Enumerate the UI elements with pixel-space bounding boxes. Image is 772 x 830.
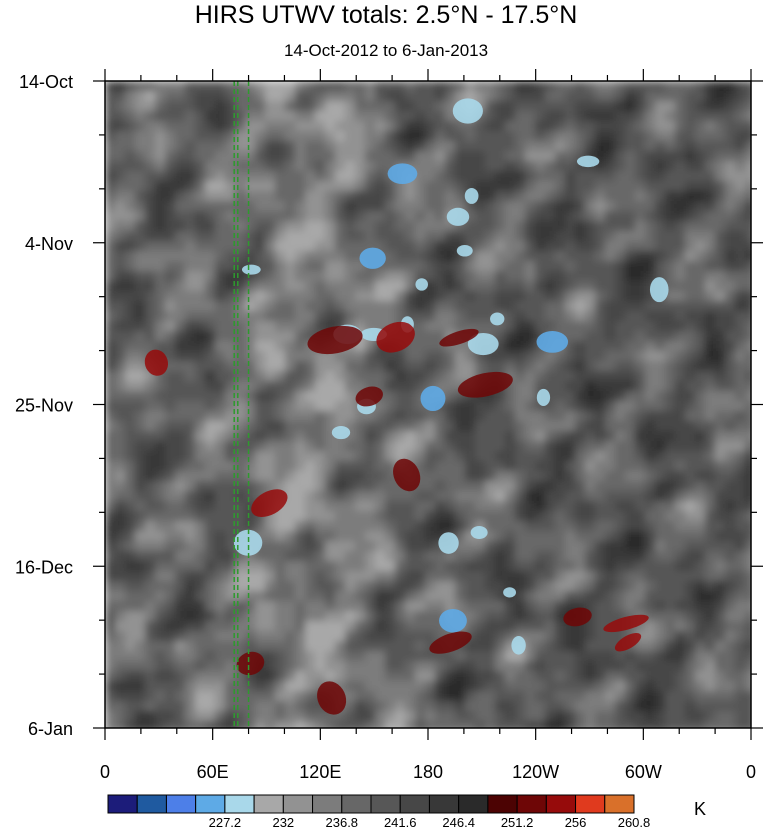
colorbar-labels: 227.2 232 236.8 241.6 246.4 251.2 256 260.8 <box>209 815 651 830</box>
colorbar-swatch <box>107 794 138 814</box>
y-tick-label: 16-Dec <box>15 557 73 577</box>
colorbar <box>107 794 635 814</box>
colorbar-swatch <box>516 794 547 814</box>
colorbar-label: 260.8 <box>618 815 651 830</box>
y-tick-label: 14-Oct <box>19 72 73 92</box>
colorbar-swatch <box>487 794 518 814</box>
colorbar-swatch <box>312 794 343 814</box>
colorbar-swatch <box>428 794 460 814</box>
x-tick-label: 0 <box>746 762 756 782</box>
colorbar-label: 232 <box>272 815 294 830</box>
colorbar-label: 241.6 <box>384 815 417 830</box>
colorbar-swatch <box>545 794 577 814</box>
colorbar-swatch <box>253 794 284 814</box>
colorbar-swatch <box>282 794 314 814</box>
colorbar-swatch <box>136 794 167 814</box>
x-tick-label: 60E <box>197 762 229 782</box>
colorbar-swatch <box>458 794 489 814</box>
chart-subtitle: 14-Oct-2012 to 6-Jan-2013 <box>283 41 489 60</box>
colorbar-label: 251.2 <box>501 815 534 830</box>
utwv-field <box>105 81 751 728</box>
colorbar-swatch <box>341 794 372 814</box>
x-axis-tick-labels: 0 60E 120E 180 120W 60W 0 <box>100 762 756 782</box>
axis-ticks <box>93 69 763 740</box>
colorbar-swatch <box>195 794 226 814</box>
colorbar-swatch <box>604 794 635 814</box>
x-tick-label: 0 <box>100 762 110 782</box>
colorbar-label: 246.4 <box>442 815 475 830</box>
y-axis-tick-labels: 14-Oct 4-Nov 25-Nov 16-Dec 6-Jan <box>15 72 73 739</box>
colorbar-unit-label: K <box>694 799 706 819</box>
x-tick-label: 120E <box>299 762 341 782</box>
colorbar-label: 227.2 <box>209 815 242 830</box>
y-tick-label: 4-Nov <box>25 234 73 254</box>
colorbar-swatch <box>370 794 401 814</box>
y-tick-label: 25-Nov <box>15 396 73 416</box>
x-tick-label: 180 <box>413 762 443 782</box>
chart-title: HIRS UTWV totals: 2.5°N - 17.5°N <box>194 1 578 29</box>
colorbar-swatch <box>575 794 606 814</box>
colorbar-swatch <box>165 794 197 814</box>
x-tick-label: 60W <box>625 762 662 782</box>
colorbar-label: 256 <box>565 815 587 830</box>
y-tick-label: 6-Jan <box>28 719 73 739</box>
x-tick-label: 120W <box>512 762 559 782</box>
reference-lines <box>233 81 250 728</box>
colorbar-swatch <box>224 794 255 814</box>
colorbar-swatch <box>399 794 430 814</box>
colorbar-label: 236.8 <box>326 815 359 830</box>
